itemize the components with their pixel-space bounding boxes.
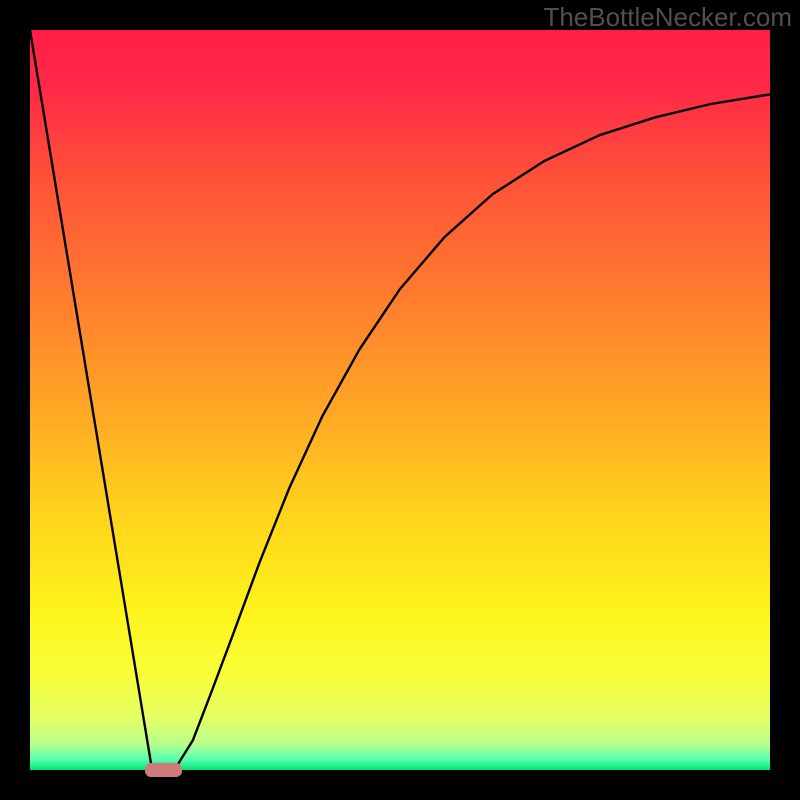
min-marker	[145, 763, 182, 778]
plot-area	[30, 30, 770, 770]
bottleneck-curve	[30, 30, 770, 770]
watermark-text: TheBottleNecker.com	[543, 2, 792, 33]
chart-frame: TheBottleNecker.com	[0, 0, 800, 800]
curve-svg	[30, 30, 770, 770]
